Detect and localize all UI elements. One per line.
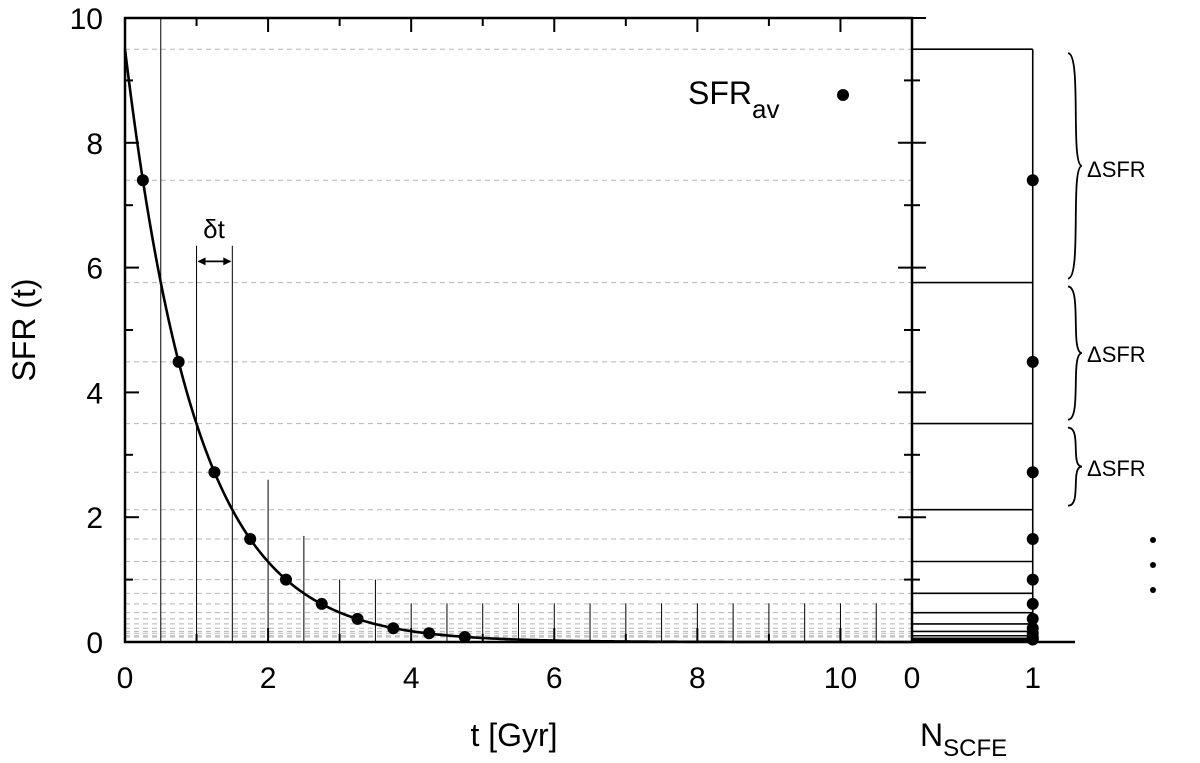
sfr-av-points bbox=[136, 174, 1039, 646]
brace-label-1: ΔSFR bbox=[1087, 157, 1146, 182]
data-point-7 bbox=[387, 622, 400, 635]
side-point-extra-1 bbox=[1026, 633, 1039, 646]
side-x-tick-label-1: 1 bbox=[1024, 662, 1041, 695]
data-point-1 bbox=[172, 355, 185, 368]
delta-t-label: δt bbox=[203, 214, 225, 244]
legend-label: SFRav bbox=[688, 75, 779, 124]
data-point-8 bbox=[423, 627, 436, 640]
x-tick-label-6: 6 bbox=[546, 662, 563, 695]
annotations bbox=[197, 52, 1156, 593]
x-tick-label-8: 8 bbox=[689, 662, 706, 695]
ellipsis-dot-0 bbox=[1150, 537, 1156, 543]
y-tick-label-4: 4 bbox=[86, 377, 103, 410]
plot-frames bbox=[123, 16, 1075, 644]
x-tick-label-10: 10 bbox=[824, 662, 857, 695]
axis-ticks bbox=[124, 17, 1034, 643]
data-point-5 bbox=[315, 597, 328, 610]
y-tick-label-0: 0 bbox=[86, 627, 103, 660]
sfr-curve-layer bbox=[123, 49, 912, 644]
side-x-axis-title-main: N bbox=[920, 717, 943, 753]
side-x-tick-label-0: 0 bbox=[904, 662, 921, 695]
y-tick-label-10: 10 bbox=[70, 3, 103, 36]
brace-1 bbox=[1067, 285, 1083, 421]
y-axis-title: SFR (t) bbox=[6, 278, 42, 381]
main-frame bbox=[123, 16, 914, 644]
legend-label-main: SFR bbox=[688, 75, 752, 111]
delta-t-arrow-left bbox=[197, 257, 206, 266]
data-point-4 bbox=[279, 573, 292, 586]
ellipsis-dot-1 bbox=[1150, 562, 1156, 568]
delta-t-arrow-right bbox=[223, 257, 232, 266]
side-x-axis-title-sub: SCFE bbox=[943, 735, 1007, 762]
brace-label-2: ΔSFR bbox=[1087, 342, 1146, 367]
side-point-1 bbox=[1026, 355, 1039, 368]
grid-lines bbox=[125, 48, 912, 638]
sfr-curve bbox=[123, 49, 912, 644]
side-point-2 bbox=[1026, 466, 1039, 479]
data-point-3 bbox=[244, 533, 257, 546]
tick-labels: 0 2 4 6 8 10 0 2 4 6 8 10 0 1 bbox=[70, 3, 1041, 695]
y-tick-label-6: 6 bbox=[86, 253, 103, 286]
x-tick-label-0: 0 bbox=[117, 662, 134, 695]
brace-2 bbox=[1067, 426, 1083, 507]
legend-marker bbox=[837, 89, 849, 101]
ellipsis-dot-2 bbox=[1150, 587, 1156, 593]
data-point-2 bbox=[208, 466, 221, 479]
y-tick-label-2: 2 bbox=[86, 502, 103, 535]
side-point-3 bbox=[1026, 533, 1039, 546]
x-axis-title: t [Gyr] bbox=[470, 717, 557, 753]
brace-0 bbox=[1067, 52, 1083, 280]
side-histogram bbox=[912, 48, 1034, 642]
side-point-4 bbox=[1026, 573, 1039, 586]
data-point-9 bbox=[458, 631, 471, 644]
side-point-5 bbox=[1026, 597, 1039, 610]
x-tick-label-4: 4 bbox=[403, 662, 420, 695]
legend-label-sub: av bbox=[752, 94, 779, 124]
data-point-6 bbox=[351, 612, 364, 625]
x-tick-label-2: 2 bbox=[260, 662, 277, 695]
brace-label-3: ΔSFR bbox=[1087, 456, 1146, 481]
side-x-axis-title: NSCFE bbox=[920, 717, 1007, 762]
y-tick-label-8: 8 bbox=[86, 128, 103, 161]
data-point-0 bbox=[136, 174, 149, 187]
side-point-0 bbox=[1026, 174, 1039, 187]
side-point-6 bbox=[1026, 612, 1039, 625]
